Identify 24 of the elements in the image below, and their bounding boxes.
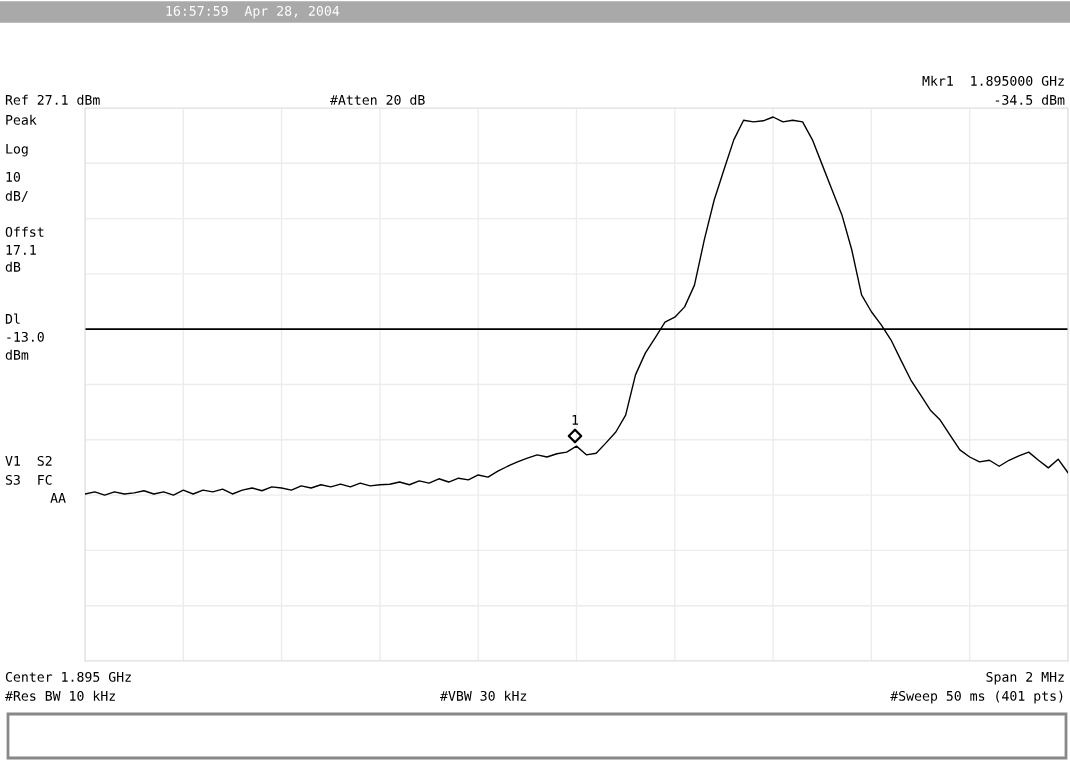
text: #Sweep 50 ms (401 pts) (890, 690, 1063, 704)
text: Center 1.895 GHz (5, 671, 131, 682)
text: Ref 27.1 dBm (5, 94, 100, 105)
text: AA (50, 493, 66, 503)
text: 16:57:59 Apr 28, 2004 (166, 5, 340, 19)
text: -13.0 (7, 331, 44, 342)
text: V1 S2 (5, 455, 52, 466)
text: dBm (5, 349, 29, 360)
text: Log (6, 143, 28, 157)
text: Dl (5, 313, 20, 324)
text: 17.1 (6, 245, 36, 255)
text: dB/ (5, 190, 28, 202)
text: Span 2 MHz (986, 671, 1064, 685)
text: dB (5, 261, 21, 272)
text: #Res BW 10 kHz (5, 690, 115, 701)
text: Mkr1 1.895000 GHz (922, 75, 1064, 86)
text: Offst (5, 226, 44, 237)
text: -34.5 dBm (995, 94, 1065, 105)
text: #Atten 20 dB (330, 94, 425, 105)
text: 10 (6, 171, 21, 182)
annotation: 1 (572, 415, 579, 425)
text: Peak (6, 114, 37, 125)
text: #VBW 30 kHz (440, 690, 527, 701)
text: S3 FC (5, 474, 52, 485)
